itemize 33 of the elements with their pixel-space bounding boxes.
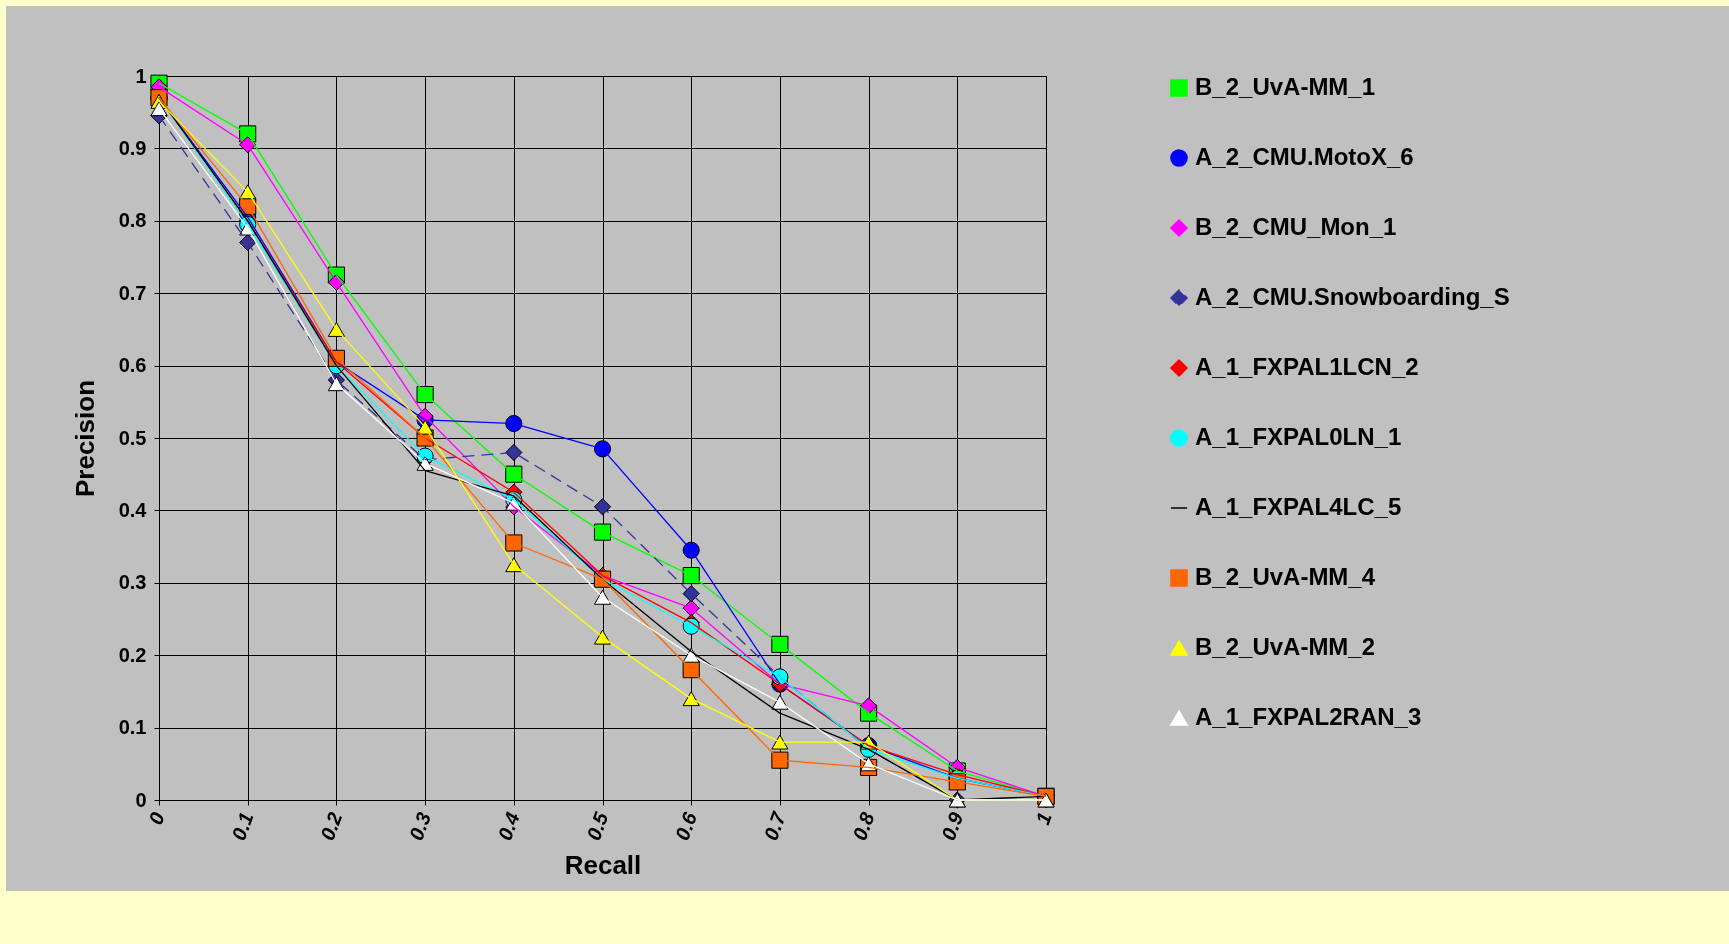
legend-label: A_2_CMU.MotoX_6: [1195, 143, 1414, 170]
legend-label: B_2_CMU_Mon_1: [1195, 213, 1397, 240]
x-tick-label: 0.3: [404, 809, 435, 844]
legend-label: B_2_UvA-MM_4: [1195, 563, 1376, 590]
legend-label: B_2_UvA-MM_1: [1195, 73, 1376, 100]
legend-label: A_1_FXPAL0LN_1: [1195, 423, 1402, 450]
y-tick-label: 0.9: [118, 136, 147, 159]
y-tick-label: 0.5: [118, 426, 147, 449]
legend-label: A_1_FXPAL1LCN_2: [1195, 353, 1419, 380]
legend-label: A_2_CMU.Snowboarding_S: [1195, 283, 1510, 310]
y-tick-label: 0.2: [118, 643, 147, 666]
y-tick-label: 1: [135, 64, 147, 87]
y-tick-label: 0.6: [118, 354, 147, 377]
x-tick-label: 0.2: [316, 809, 347, 844]
x-tick-label: 0.9: [937, 808, 968, 844]
legend-label: A_1_FXPAL4LC_5: [1195, 493, 1402, 520]
x-tick-label: 0.4: [493, 809, 524, 844]
x-axis-title: Recall: [564, 850, 642, 881]
y-tick-label: 0.1: [118, 716, 147, 739]
x-tick-label: 0.1: [227, 809, 258, 844]
legend-label: A_1_FXPAL2RAN_3: [1195, 703, 1422, 730]
y-tick-label: 0.4: [118, 498, 148, 521]
x-tick-label: 0.5: [582, 808, 613, 844]
y-tick-label: 0.8: [118, 209, 147, 232]
x-tick-label: 0.6: [670, 808, 702, 844]
legend-label: B_2_UvA-MM_2: [1195, 633, 1376, 660]
x-tick-label: 0.7: [759, 808, 791, 844]
y-tick-label: 0.7: [118, 281, 147, 304]
x-tick-label: 1: [1031, 809, 1056, 828]
y-tick-label: 0.3: [118, 571, 147, 594]
x-tick-label: 0.8: [848, 808, 879, 844]
y-axis-title: Precision: [69, 379, 100, 498]
y-tick-label: 0: [135, 788, 147, 811]
